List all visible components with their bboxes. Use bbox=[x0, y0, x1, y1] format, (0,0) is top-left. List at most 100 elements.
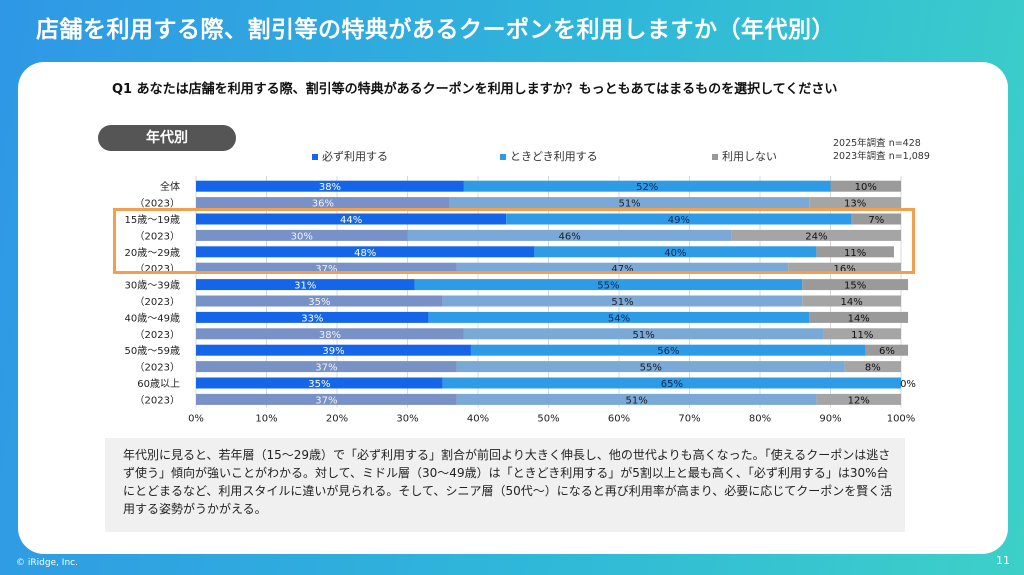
data-label: 55% bbox=[640, 363, 662, 374]
bar-segment-never bbox=[731, 229, 901, 241]
bar-segment-always bbox=[196, 377, 443, 389]
bar-segment-always bbox=[196, 180, 464, 192]
bar-segment-always bbox=[196, 328, 464, 340]
legend-label-never: 利用しない bbox=[722, 150, 777, 163]
category-label: 20歳〜29歳 bbox=[125, 247, 180, 259]
data-label: 37% bbox=[315, 363, 337, 374]
category-label: 50歳〜59歳 bbox=[125, 345, 180, 357]
data-label: 30% bbox=[291, 231, 313, 242]
bar-segment-never bbox=[802, 279, 909, 291]
x-tick-label: 30% bbox=[396, 414, 418, 425]
bar-segment-always bbox=[196, 344, 471, 356]
legend-never: 利用しない bbox=[712, 148, 777, 164]
bar-segment-always bbox=[196, 295, 443, 307]
data-label: 12% bbox=[848, 395, 870, 406]
data-label: 40% bbox=[664, 248, 686, 259]
bar-segment-always bbox=[196, 246, 535, 258]
data-label: 35% bbox=[308, 379, 330, 390]
summary-box: 年代別に見ると、若年層（15〜29歳）で「必ず利用する」割合が前回より大きく伸長… bbox=[105, 438, 905, 532]
legend-swatch-always bbox=[312, 154, 318, 160]
bar-segment-never bbox=[830, 180, 901, 192]
bar-segment-always bbox=[196, 213, 507, 225]
x-tick-label: 10% bbox=[255, 414, 277, 425]
copyright: © iRidge, Inc. bbox=[16, 558, 78, 568]
x-tick-label: 60% bbox=[608, 414, 630, 425]
bar-segment-sometimes bbox=[414, 279, 803, 291]
bar-segment-never bbox=[809, 197, 901, 209]
sample-size: 2025年調査 n=428 2023年調査 n=1,089 bbox=[833, 137, 930, 163]
x-tick-label: 40% bbox=[467, 414, 489, 425]
data-label: 14% bbox=[848, 313, 870, 324]
data-label: 0% bbox=[900, 379, 916, 390]
x-tick-label: 70% bbox=[678, 414, 700, 425]
x-tick-label: 90% bbox=[819, 414, 841, 425]
summary-text: 年代別に見ると、若年層（15〜29歳）で「必ず利用する」割合が前回より大きく伸長… bbox=[123, 448, 893, 516]
data-label: 15% bbox=[844, 281, 866, 292]
bar-segment-always bbox=[196, 262, 457, 274]
data-label: 51% bbox=[633, 330, 655, 341]
data-label: 51% bbox=[618, 199, 640, 210]
bar-segment-sometimes bbox=[470, 344, 866, 356]
data-label: 10% bbox=[855, 182, 877, 193]
data-label: 56% bbox=[657, 346, 679, 357]
data-label: 38% bbox=[319, 330, 341, 341]
data-label: 52% bbox=[636, 182, 658, 193]
legend-sometimes: ときどき利用する bbox=[500, 148, 598, 164]
segment-tag: 年代別 bbox=[98, 125, 236, 151]
bar-segment-never bbox=[865, 344, 909, 356]
bar-segment-sometimes bbox=[456, 361, 845, 373]
bar-segment-always bbox=[196, 361, 457, 373]
bar-segment-sometimes bbox=[463, 328, 824, 340]
category-label: （2023） bbox=[135, 198, 180, 210]
data-label: 13% bbox=[844, 199, 866, 210]
data-label: 37% bbox=[315, 264, 337, 275]
data-label: 6% bbox=[879, 346, 895, 357]
bar-segment-sometimes bbox=[456, 262, 789, 274]
bar-segment-always bbox=[196, 279, 415, 291]
bar-segment-never bbox=[816, 246, 894, 258]
bar-segment-never bbox=[802, 295, 901, 307]
page-number: 11 bbox=[996, 554, 1010, 567]
data-label: 11% bbox=[844, 248, 866, 259]
sample-2023: 2023年調査 n=1,089 bbox=[833, 151, 930, 162]
data-label: 37% bbox=[315, 395, 337, 406]
bar-segment-never bbox=[851, 213, 901, 225]
bar-segment-sometimes bbox=[442, 295, 803, 307]
bar-segment-never bbox=[788, 262, 901, 274]
bar-segment-sometimes bbox=[407, 229, 732, 241]
legend-swatch-never bbox=[712, 154, 718, 160]
data-label: 65% bbox=[661, 379, 683, 390]
data-label: 38% bbox=[319, 182, 341, 193]
page-title: 店舗を利用する際、割引等の特典があるクーポンを利用しますか（年代別） bbox=[36, 17, 835, 43]
bar-segment-always bbox=[196, 197, 450, 209]
question-text: Q1 あなたは店舗を利用する際、割引等の特典があるクーポンを利用しますか？もっと… bbox=[112, 82, 838, 97]
data-label: 14% bbox=[841, 297, 863, 308]
bar-segment-never bbox=[816, 393, 901, 405]
bar-segment-sometimes bbox=[506, 213, 852, 225]
category-label: （2023） bbox=[135, 230, 180, 242]
data-label: 7% bbox=[868, 215, 884, 226]
legend-always: 必ず利用する bbox=[312, 148, 388, 164]
data-label: 47% bbox=[611, 264, 633, 275]
data-label: 31% bbox=[294, 281, 316, 292]
bar-segment-sometimes bbox=[449, 197, 810, 209]
legend-label-sometimes: ときどき利用する bbox=[510, 150, 598, 163]
bar-segment-sometimes bbox=[463, 180, 831, 192]
sample-2025: 2025年調査 n=428 bbox=[833, 138, 921, 149]
data-label: 55% bbox=[597, 281, 619, 292]
data-label: 54% bbox=[608, 313, 630, 324]
bar-segment-never bbox=[823, 328, 901, 340]
category-label: （2023） bbox=[135, 394, 180, 406]
x-tick-label: 100% bbox=[887, 414, 916, 425]
x-tick-label: 50% bbox=[537, 414, 559, 425]
bar-segment-never bbox=[844, 361, 901, 373]
data-label: 51% bbox=[626, 395, 648, 406]
data-label: 11% bbox=[851, 330, 873, 341]
x-tick-label: 80% bbox=[749, 414, 771, 425]
data-label: 39% bbox=[322, 346, 344, 357]
category-label: 30歳〜39歳 bbox=[125, 280, 180, 292]
bar-segment-always bbox=[196, 393, 457, 405]
data-label: 35% bbox=[308, 297, 330, 308]
bar-segment-always bbox=[196, 311, 429, 323]
category-label: 40歳〜49歳 bbox=[125, 312, 180, 324]
